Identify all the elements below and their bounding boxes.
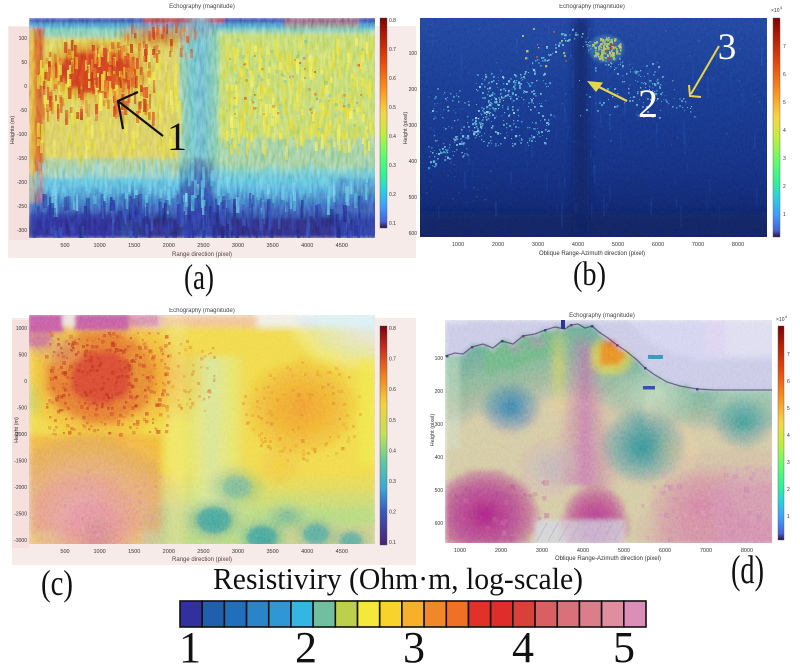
svg-text:-150: -150 (17, 156, 27, 162)
svg-text:200: 200 (409, 87, 418, 93)
svg-text:4000: 4000 (301, 549, 313, 555)
svg-text:0.1: 0.1 (389, 540, 396, 546)
svg-text:1500: 1500 (128, 549, 140, 555)
svg-text:2500: 2500 (197, 549, 209, 555)
svg-text:1500: 1500 (128, 243, 140, 249)
svg-text:0.1: 0.1 (389, 221, 396, 227)
svg-text:1000: 1000 (16, 326, 27, 332)
svg-text:-1000: -1000 (14, 432, 27, 438)
svg-text:5: 5 (783, 100, 786, 106)
svg-text:0.8: 0.8 (389, 18, 396, 24)
svg-text:3500: 3500 (266, 549, 278, 555)
svg-text:-50: -50 (20, 108, 27, 114)
svg-text:-3000: -3000 (14, 538, 27, 544)
svg-text:×10: ×10 (771, 8, 780, 14)
svg-text:0.6: 0.6 (389, 387, 396, 393)
svg-text:7000: 7000 (692, 242, 704, 248)
svg-text:7: 7 (783, 44, 786, 50)
svg-text:0.5: 0.5 (389, 418, 396, 424)
svg-text:(a): (a) (184, 257, 214, 297)
svg-text:3500: 3500 (266, 243, 278, 249)
svg-text:6: 6 (783, 72, 786, 78)
svg-text:-1500: -1500 (14, 459, 27, 465)
svg-text:4: 4 (783, 128, 786, 134)
svg-text:0.2: 0.2 (389, 510, 396, 516)
svg-text:Echography (magnitude): Echography (magnitude) (559, 4, 625, 10)
svg-text:3: 3 (718, 27, 737, 68)
svg-text:2: 2 (783, 184, 786, 190)
svg-text:0.6: 0.6 (389, 76, 396, 82)
svg-text:(b): (b) (573, 256, 606, 293)
svg-text:2000: 2000 (163, 549, 175, 555)
svg-text:0.5: 0.5 (389, 105, 396, 111)
svg-text:5000: 5000 (612, 242, 624, 248)
svg-text:0: 0 (24, 84, 27, 90)
svg-text:3000: 3000 (232, 549, 244, 555)
svg-text:Height (m): Height (m) (14, 417, 20, 443)
svg-text:3000: 3000 (232, 243, 244, 249)
svg-text:0: 0 (24, 379, 27, 385)
svg-text:Oblique Range-Azimuth directio: Oblique Range-Azimuth direction (pixel) (539, 251, 645, 257)
svg-text:4: 4 (780, 5, 783, 10)
svg-text:0.4: 0.4 (389, 134, 396, 140)
svg-text:0.4: 0.4 (389, 448, 396, 454)
svg-text:2000: 2000 (163, 243, 175, 249)
svg-text:4000: 4000 (301, 243, 313, 249)
svg-text:4500: 4500 (336, 243, 348, 249)
svg-text:-2500: -2500 (14, 512, 27, 518)
svg-text:500: 500 (60, 549, 69, 555)
svg-text:500: 500 (19, 353, 28, 359)
svg-text:6000: 6000 (652, 242, 664, 248)
svg-text:-200: -200 (17, 180, 27, 186)
svg-text:500: 500 (409, 195, 418, 201)
svg-text:4500: 4500 (336, 549, 348, 555)
svg-text:1000: 1000 (93, 243, 105, 249)
svg-text:-250: -250 (17, 204, 27, 210)
svg-text:0.7: 0.7 (389, 357, 396, 363)
svg-text:4000: 4000 (572, 242, 584, 248)
svg-text:-2000: -2000 (14, 485, 27, 491)
svg-text:Range direction (pixel): Range direction (pixel) (172, 557, 232, 563)
svg-text:8000: 8000 (732, 242, 744, 248)
svg-text:2500: 2500 (197, 243, 209, 249)
svg-text:Height (pixel): Height (pixel) (403, 112, 409, 145)
svg-text:-500: -500 (17, 406, 27, 412)
svg-text:2000: 2000 (492, 242, 504, 248)
svg-text:0.7: 0.7 (389, 47, 396, 53)
svg-text:100: 100 (409, 51, 418, 57)
svg-text:Echography (magnitude): Echography (magnitude) (169, 308, 235, 314)
svg-text:0.2: 0.2 (389, 192, 396, 198)
svg-text:50: 50 (21, 60, 27, 66)
svg-text:0.8: 0.8 (389, 326, 396, 332)
svg-text:3000: 3000 (532, 242, 544, 248)
svg-text:0.3: 0.3 (389, 163, 396, 169)
svg-text:600: 600 (409, 231, 418, 237)
svg-text:Echography (magnitude): Echography (magnitude) (169, 4, 235, 10)
svg-text:Range direction (pixel): Range direction (pixel) (172, 252, 232, 258)
svg-text:Heights (m): Heights (m) (10, 116, 16, 145)
svg-text:3: 3 (783, 156, 786, 162)
svg-text:2: 2 (638, 81, 658, 126)
svg-text:1000: 1000 (452, 242, 464, 248)
svg-text:1: 1 (783, 212, 786, 218)
svg-text:-300: -300 (17, 228, 27, 234)
svg-text:(c): (c) (41, 563, 73, 603)
svg-text:500: 500 (60, 243, 69, 249)
svg-text:1: 1 (167, 114, 187, 159)
svg-text:1000: 1000 (93, 549, 105, 555)
svg-text:300: 300 (409, 123, 418, 129)
svg-text:-100: -100 (17, 132, 27, 138)
svg-text:400: 400 (409, 159, 418, 165)
svg-text:100: 100 (19, 36, 28, 42)
svg-text:0.3: 0.3 (389, 479, 396, 485)
